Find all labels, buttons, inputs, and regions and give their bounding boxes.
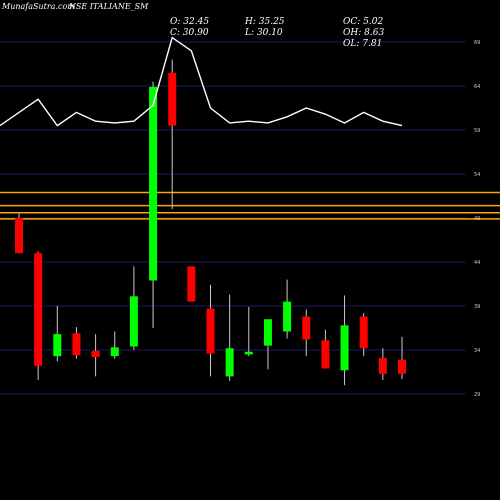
y-tick-label: 49 — [474, 216, 480, 222]
candle — [206, 284, 215, 377]
ol-value: 7.81 — [362, 39, 383, 49]
candle-body — [149, 86, 158, 281]
y-tick-label: 64 — [474, 84, 480, 90]
candle — [263, 319, 272, 370]
candle — [225, 294, 234, 381]
candle-body — [225, 348, 234, 377]
site-name: MunafaSutra.com — [2, 2, 75, 11]
candle — [302, 309, 311, 357]
candle — [398, 336, 406, 380]
candle-body — [34, 253, 43, 366]
candle-body — [263, 319, 272, 346]
candle — [321, 329, 330, 369]
candle — [378, 348, 387, 380]
candle-body — [206, 308, 215, 354]
low-label: L: — [245, 28, 255, 38]
ol-label: OL: — [343, 39, 360, 49]
candle — [149, 81, 158, 328]
candle — [110, 331, 119, 359]
candle — [15, 213, 23, 254]
oh-label: OH: — [343, 28, 362, 38]
close-value: 30.90 — [182, 28, 209, 38]
candle — [187, 266, 196, 302]
grid-layer — [0, 41, 466, 395]
candle — [359, 313, 368, 357]
candle-body — [91, 350, 100, 358]
open-value: 32.45 — [183, 17, 210, 27]
chart-header: MunafaSutra.comNSE ITALIANE_SM — [2, 2, 148, 11]
ohlc-open: O: 32.45 — [170, 17, 209, 28]
orange-level-lines — [0, 191, 500, 220]
ohlc-oh: OH: 8.63 — [343, 28, 384, 39]
candle-body — [15, 218, 23, 254]
candle-body — [110, 347, 119, 357]
candle-body — [398, 359, 406, 374]
y-tick-label: 29 — [474, 392, 480, 398]
y-tick-label: 44 — [474, 260, 480, 266]
ohlc-close: C: 30.90 — [170, 28, 209, 39]
candle-body — [53, 334, 62, 357]
y-tick-label: 69 — [474, 40, 480, 46]
y-tick-label: 34 — [474, 348, 480, 354]
candle-body — [378, 357, 387, 374]
oc-label: OC: — [343, 17, 361, 27]
candle — [53, 306, 62, 362]
candle-body — [168, 72, 177, 126]
high-value: 35.25 — [258, 17, 285, 27]
candle — [72, 327, 81, 359]
ohlc-ol: OL: 7.81 — [343, 39, 382, 50]
candle-body — [359, 316, 368, 349]
y-axis-ticks: 29 34 39 44 49 54 59 64 69 — [474, 40, 480, 398]
ohlc-high: H: 35.25 — [245, 17, 285, 28]
candle-body — [187, 266, 196, 302]
y-tick-label: 39 — [474, 304, 480, 310]
candle-body — [129, 296, 138, 347]
price-line-layer — [0, 36, 403, 127]
oc-value: 5.02 — [363, 17, 384, 27]
candle — [283, 279, 292, 339]
candle — [34, 251, 43, 380]
y-tick-label: 54 — [474, 172, 480, 178]
candle-body — [302, 316, 311, 340]
candle — [244, 306, 253, 357]
y-tick-label: 59 — [474, 128, 480, 134]
chart-title: NSE ITALIANE_SM — [68, 2, 149, 11]
close-label: C: — [170, 28, 180, 38]
high-label: H: — [245, 17, 256, 27]
candle-body — [321, 340, 330, 369]
ohlc-low: L: 30.10 — [245, 28, 283, 39]
candle-body — [283, 301, 292, 332]
low-value: 30.10 — [256, 28, 283, 38]
ohlc-oc: OC: 5.02 — [343, 17, 383, 28]
candle — [91, 334, 100, 377]
oh-value: 8.63 — [364, 28, 385, 38]
candle-body — [340, 325, 349, 371]
candle — [129, 266, 138, 350]
candle — [340, 295, 349, 386]
candle-body — [72, 333, 81, 356]
candle-body — [244, 351, 253, 355]
price-line — [0, 36, 403, 127]
candles-layer — [15, 59, 406, 386]
candle — [168, 59, 177, 210]
open-label: O: — [170, 17, 181, 27]
